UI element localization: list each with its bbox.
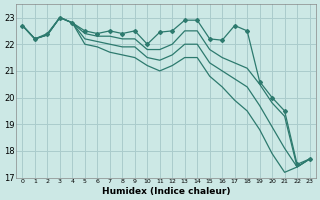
X-axis label: Humidex (Indice chaleur): Humidex (Indice chaleur) bbox=[102, 187, 230, 196]
